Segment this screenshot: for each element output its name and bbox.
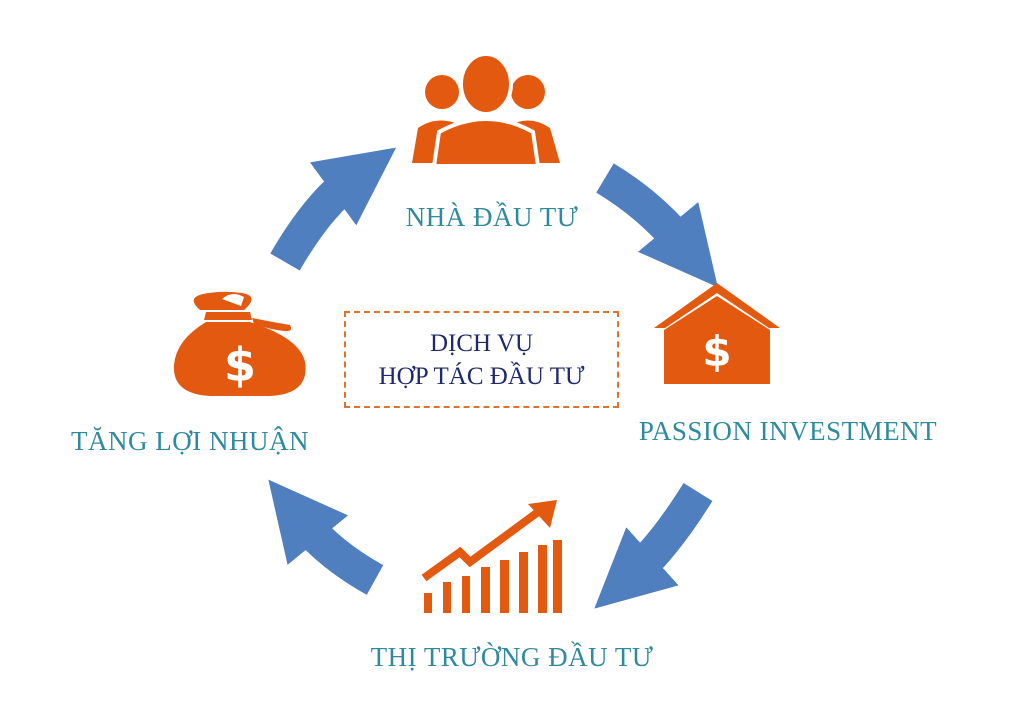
arrow-passion-to-market (594, 482, 713, 609)
svg-text:$: $ (702, 327, 731, 376)
dollar-house-icon: $ (654, 283, 780, 384)
center-title-line-2: HỢP TÁC ĐẦU TƯ (378, 362, 585, 390)
node-label-passion-investment: PASSION INVESTMENT (638, 416, 938, 446)
center-service-box: DỊCH VỤ HỢP TÁC ĐẦU TƯ (344, 311, 619, 408)
arrow-profit-to-investors (270, 147, 397, 271)
center-title-line-1: DỊCH VỤ (429, 329, 533, 357)
node-label-profit: TĂNG LỢI NHUẬN (71, 426, 309, 456)
arrow-market-to-profit (268, 479, 384, 595)
money-bag-icon: $ (173, 291, 306, 396)
growth-chart-icon (421, 500, 562, 613)
people-group-icon (412, 52, 560, 168)
node-label-investment-market: THỊ TRƯỜNG ĐẦU TƯ (370, 642, 654, 672)
arrow-investors-to-passion (596, 163, 718, 288)
svg-text:$: $ (224, 338, 256, 392)
node-label-investors: NHÀ ĐẦU TƯ (405, 202, 579, 232)
